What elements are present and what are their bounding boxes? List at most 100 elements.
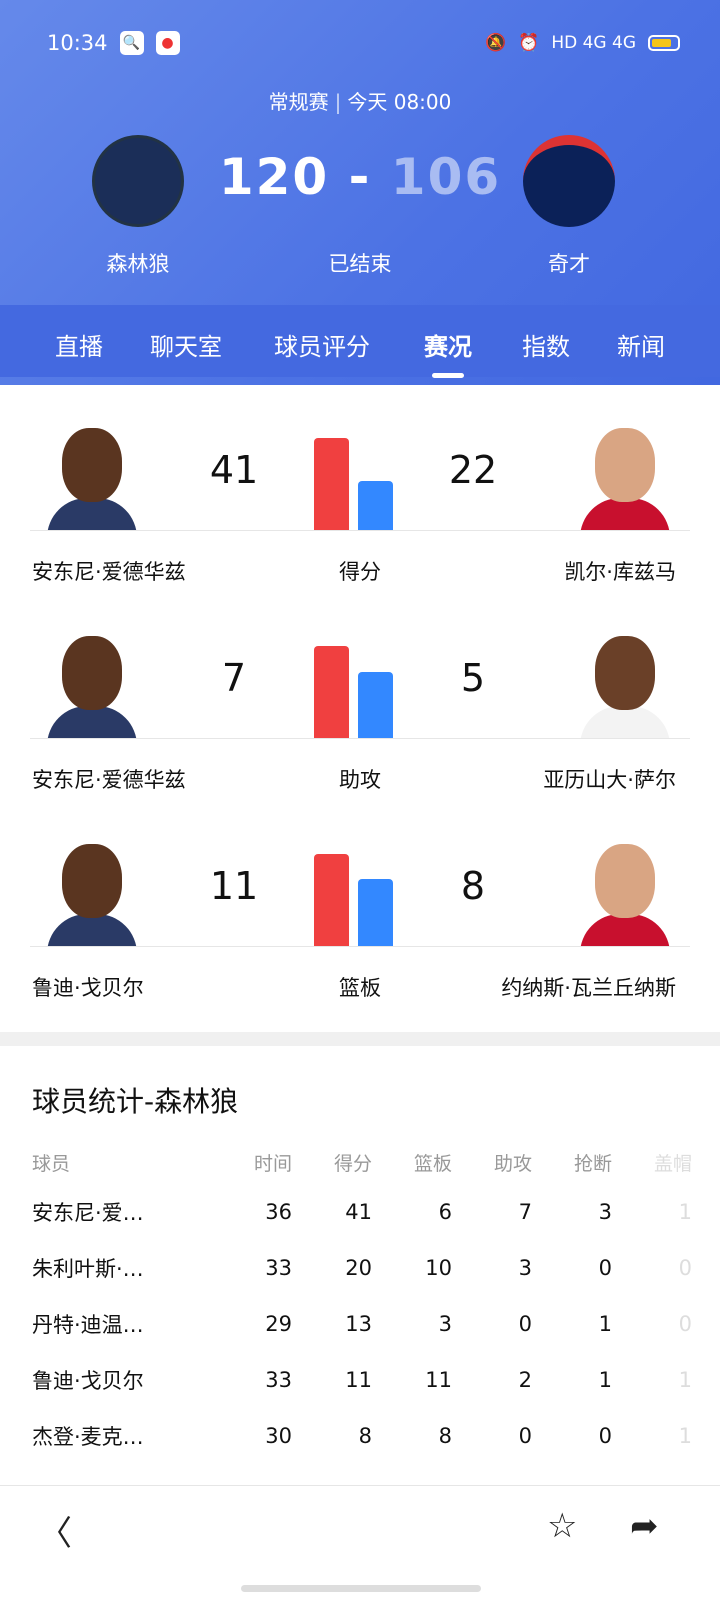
table-row[interactable]: 鲁迪·戈贝尔 33 11 11 2 1 1 bbox=[32, 1352, 692, 1408]
column-header[interactable]: 抢断 bbox=[573, 1152, 612, 1175]
away-bar bbox=[358, 480, 393, 530]
player-name-cell: 丹特·迪温… bbox=[32, 1313, 144, 1337]
stat-cell: 0 bbox=[678, 1256, 692, 1280]
score: 120 - 106 bbox=[0, 148, 720, 206]
column-header[interactable]: 篮板 bbox=[413, 1152, 452, 1175]
stat-label: 篮板 bbox=[339, 976, 381, 1000]
player-name-cell: 杰登·麦克… bbox=[32, 1425, 144, 1449]
home-player-photo[interactable] bbox=[42, 626, 142, 738]
baseline bbox=[30, 530, 690, 531]
away-value: 5 bbox=[460, 656, 486, 700]
tab-live[interactable]: 直播 bbox=[55, 333, 103, 361]
home-team-name[interactable]: 森林狼 bbox=[106, 252, 170, 276]
stat-comparison: 11 8 篮板 鲁迪·戈贝尔 约纳斯·瓦兰丘纳斯 bbox=[0, 834, 720, 1042]
table-row[interactable]: 安东尼·爱… 36 41 6 7 3 1 bbox=[32, 1184, 692, 1240]
star-icon[interactable]: ☆ bbox=[547, 1506, 578, 1546]
stat-cell: 29 bbox=[265, 1312, 292, 1336]
tab-bar: 直播 聊天室 球员评分 赛况 指数 新闻 bbox=[0, 305, 720, 378]
player-name-cell: 安东尼·爱… bbox=[32, 1201, 144, 1225]
tab-chat[interactable]: 聊天室 bbox=[150, 333, 222, 361]
stat-comparison: 41 22 得分 安东尼·爱德华兹 凯尔·库兹马 bbox=[0, 418, 720, 626]
stat-cell: 1 bbox=[678, 1368, 692, 1392]
home-player-name[interactable]: 鲁迪·戈贝尔 bbox=[32, 976, 144, 1000]
stat-cell: 36 bbox=[265, 1200, 292, 1224]
battery-icon bbox=[648, 35, 680, 51]
stat-cell: 33 bbox=[265, 1368, 292, 1392]
table-row[interactable]: 丹特·迪温… 29 13 3 0 1 0 bbox=[32, 1296, 692, 1352]
away-team-name[interactable]: 奇才 bbox=[548, 252, 590, 276]
stat-cell: 3 bbox=[438, 1312, 452, 1336]
stat-label: 助攻 bbox=[339, 768, 381, 792]
away-player-name[interactable]: 凯尔·库兹马 bbox=[564, 560, 676, 584]
stat-cell: 1 bbox=[678, 1200, 692, 1224]
away-player-photo[interactable] bbox=[575, 418, 675, 530]
home-value: 41 bbox=[209, 448, 259, 492]
column-header[interactable]: 盖帽 bbox=[653, 1152, 692, 1175]
tab-news[interactable]: 新闻 bbox=[617, 333, 665, 361]
home-player-photo[interactable] bbox=[42, 418, 142, 530]
away-value: 8 bbox=[460, 864, 486, 908]
video-app-icon: ● bbox=[155, 31, 180, 55]
alarm-icon: ⏰ bbox=[518, 33, 540, 53]
away-player-photo[interactable] bbox=[575, 626, 675, 738]
baseline bbox=[30, 946, 690, 947]
column-header[interactable]: 得分 bbox=[333, 1152, 372, 1175]
stat-cell: 11 bbox=[345, 1368, 372, 1392]
table-header: 球员 时间 得分 篮板 助攻 抢断 盖帽 bbox=[32, 1140, 692, 1184]
stat-cell: 3 bbox=[518, 1256, 532, 1280]
home-player-photo[interactable] bbox=[42, 834, 142, 946]
away-value: 22 bbox=[448, 448, 498, 492]
home-score: 120 bbox=[218, 148, 330, 206]
home-bar bbox=[314, 438, 349, 530]
wizards-logo[interactable] bbox=[523, 135, 615, 227]
column-header[interactable]: 球员 bbox=[32, 1152, 71, 1175]
home-player-name[interactable]: 安东尼·爱德华兹 bbox=[32, 560, 186, 584]
table-row[interactable]: 朱利叶斯·… 33 20 10 3 0 0 bbox=[32, 1240, 692, 1296]
match-header: 10:34 🔍 ● 🔕 ⏰ HD 4G 4G 常规赛 | 今天 08:00 120 … bbox=[0, 0, 720, 385]
tab-ratings[interactable]: 球员评分 bbox=[274, 333, 370, 361]
stat-cell: 0 bbox=[678, 1312, 692, 1336]
stat-cell: 10 bbox=[425, 1256, 452, 1280]
home-player-name[interactable]: 安东尼·爱德华兹 bbox=[32, 768, 186, 792]
stat-cell: 3 bbox=[598, 1200, 612, 1224]
tab-summary[interactable]: 赛况 bbox=[424, 327, 472, 378]
timberwolves-logo[interactable] bbox=[92, 135, 184, 227]
player-name-cell: 朱利叶斯·… bbox=[32, 1257, 144, 1281]
away-player-name[interactable]: 约纳斯·瓦兰丘纳斯 bbox=[501, 976, 676, 1000]
bottom-bar: 〈 ☆ ➦ bbox=[0, 1485, 720, 1600]
home-bar bbox=[314, 854, 349, 946]
stat-cell: 6 bbox=[438, 1200, 452, 1224]
column-header[interactable]: 助攻 bbox=[493, 1152, 532, 1175]
table-row[interactable]: 杰登·麦克… 30 8 8 0 0 1 bbox=[32, 1408, 692, 1464]
home-value: 7 bbox=[221, 656, 247, 700]
stat-cell: 11 bbox=[425, 1368, 452, 1392]
away-player-photo[interactable] bbox=[575, 834, 675, 946]
column-header[interactable]: 时间 bbox=[253, 1152, 292, 1175]
away-bar bbox=[358, 879, 393, 946]
back-icon[interactable]: 〈 bbox=[38, 1514, 72, 1554]
player-stats-table: 球员 时间 得分 篮板 助攻 抢断 盖帽 安东尼·爱… 36 41 6 7 3 1 朱利叶斯·… 33 20 1… bbox=[32, 1140, 692, 1464]
stat-cell: 1 bbox=[678, 1424, 692, 1448]
stat-cell: 8 bbox=[438, 1424, 452, 1448]
game-state: 已结束 bbox=[328, 252, 392, 276]
section-title: 球员统计-森林狼 bbox=[32, 1085, 239, 1118]
away-score: 106 bbox=[390, 148, 502, 206]
stat-comparison: 7 5 助攻 安东尼·爱德华兹 亚历山大·萨尔 bbox=[0, 626, 720, 834]
mute-icon: 🔕 bbox=[484, 33, 507, 53]
game-time: 今天 08:00 bbox=[347, 90, 452, 114]
tab-odds[interactable]: 指数 bbox=[522, 333, 570, 361]
stat-cell: 0 bbox=[518, 1312, 532, 1336]
stat-cell: 13 bbox=[345, 1312, 372, 1336]
stat-cell: 1 bbox=[598, 1312, 612, 1336]
status-bar: 10:34 🔍 ● 🔕 ⏰ HD 4G 4G bbox=[47, 28, 680, 58]
home-indicator[interactable] bbox=[241, 1585, 481, 1592]
share-icon[interactable]: ➦ bbox=[630, 1506, 659, 1546]
stat-cell: 0 bbox=[518, 1424, 532, 1448]
stat-cell: 41 bbox=[345, 1200, 372, 1224]
stat-cell: 30 bbox=[265, 1424, 292, 1448]
score-separator: - bbox=[348, 148, 372, 206]
stat-cell: 20 bbox=[345, 1256, 372, 1280]
away-player-name[interactable]: 亚历山大·萨尔 bbox=[543, 768, 676, 792]
stat-cell: 8 bbox=[358, 1424, 372, 1448]
stat-cell: 0 bbox=[598, 1424, 612, 1448]
